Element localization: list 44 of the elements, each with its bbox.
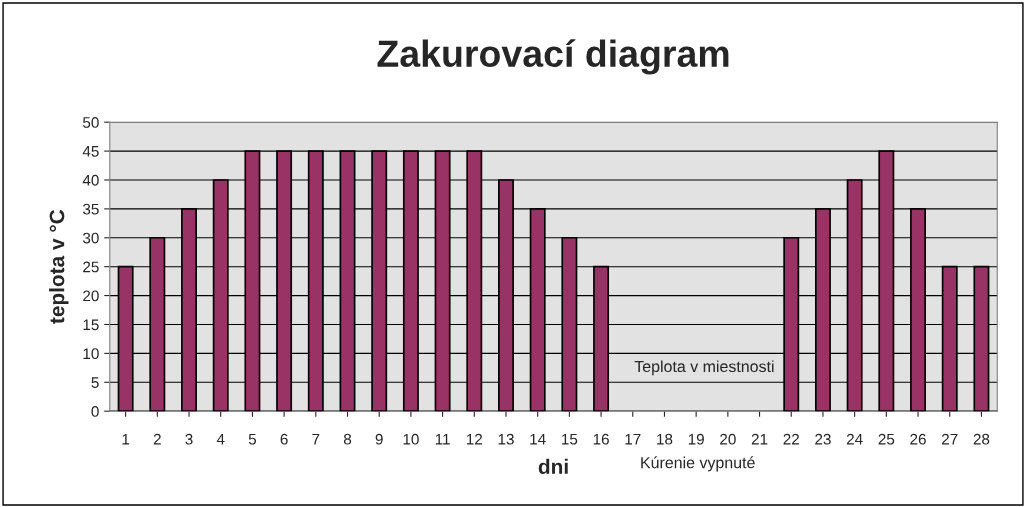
y-tick-label: 40 (82, 174, 99, 186)
x-tick-label: 12 (466, 433, 483, 445)
x-tick-label: 26 (910, 433, 926, 445)
x-tick-label: 22 (783, 433, 799, 445)
x-tick-label: 4 (216, 433, 225, 445)
y-tick-label: 5 (91, 377, 99, 388)
y-tick-label: 15 (83, 319, 99, 331)
y-axis-title: teplota v °C (49, 209, 69, 324)
annotation: Teplota v miestnosti (634, 360, 774, 376)
x-tick-label: 24 (846, 433, 863, 445)
y-tick-label: 20 (83, 290, 99, 302)
y-tick-label: 25 (83, 261, 99, 273)
x-tick-label: 23 (815, 433, 831, 445)
x-tick-label: 21 (751, 433, 768, 445)
y-tick-label: 10 (83, 348, 99, 360)
text: Kúrenie vypnuté (641, 456, 755, 472)
x-tick-label: 20 (720, 433, 736, 445)
y-tick-label: 35 (82, 203, 99, 215)
x-tick-label: 5 (248, 433, 257, 445)
y-tick-label: 30 (82, 232, 99, 244)
x-tick-label: 6 (280, 433, 288, 445)
x-tick-label: 19 (688, 433, 704, 445)
x-tick-label: 3 (185, 433, 193, 445)
x-tick-label: 15 (562, 433, 578, 445)
x-tick-label: 8 (343, 433, 352, 445)
x-tick-label: 2 (153, 433, 161, 445)
x-axis-title: dni (538, 458, 568, 475)
x-tick-label: 11 (435, 433, 450, 445)
y-tick-label: 45 (82, 146, 99, 157)
x-tick-label: 7 (312, 433, 320, 445)
x-tick-label: 13 (498, 433, 514, 445)
x-tick-label: 18 (657, 433, 673, 445)
x-tick-label: 17 (625, 433, 641, 445)
y-tick-label: 50 (82, 117, 99, 128)
x-tick-label: 14 (530, 433, 546, 445)
x-tick-label: 27 (942, 433, 958, 445)
x-tick-label: 1 (122, 433, 130, 445)
x-tick-label: 28 (973, 433, 990, 445)
y-tick-label: 0 (91, 406, 99, 417)
x-tick-label: 9 (375, 433, 383, 445)
chart-title: Zakurovací diagram (377, 39, 729, 75)
x-tick-label: 10 (403, 433, 419, 445)
x-tick-label: 16 (593, 433, 609, 445)
x-tick-label: 25 (878, 433, 895, 445)
